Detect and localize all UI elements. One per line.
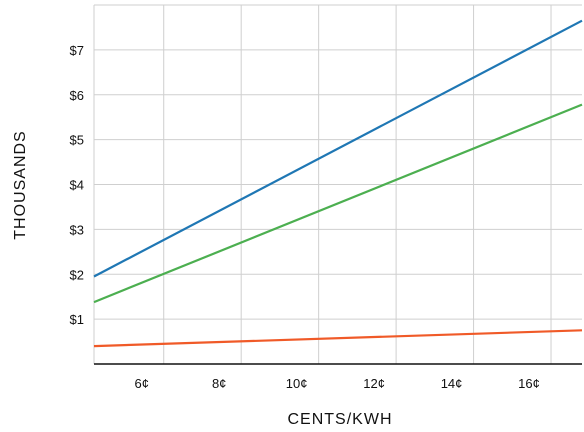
x-tick-label: 12¢ xyxy=(363,376,385,391)
y-tick-label: $2 xyxy=(70,267,84,282)
series-line-2 xyxy=(93,103,583,304)
series-line-1 xyxy=(93,19,583,278)
y-tick-label: $6 xyxy=(70,88,84,103)
x-tick-label: 10¢ xyxy=(286,376,308,391)
y-axis-label: THOUSANDS xyxy=(12,130,29,239)
series-group xyxy=(93,19,583,348)
y-tick-label: $1 xyxy=(70,312,84,327)
x-tick-label: 14¢ xyxy=(441,376,463,391)
grid xyxy=(93,4,582,364)
x-tick-labels: 6¢ 8¢ 10¢ 12¢ 14¢ 16¢ xyxy=(134,376,539,391)
y-tick-label: $7 xyxy=(70,43,84,58)
series-line-3 xyxy=(93,329,583,348)
y-tick-label: $4 xyxy=(70,178,84,193)
y-tick-labels: $1 $2 $3 $4 $5 $6 $7 xyxy=(70,43,84,327)
x-axis-label: CENTS/KWH xyxy=(288,411,393,428)
y-tick-label: $5 xyxy=(70,133,84,148)
x-tick-label: 8¢ xyxy=(212,376,226,391)
x-tick-label: 16¢ xyxy=(518,376,540,391)
x-tick-label: 6¢ xyxy=(134,376,148,391)
y-tick-label: $3 xyxy=(70,222,84,237)
